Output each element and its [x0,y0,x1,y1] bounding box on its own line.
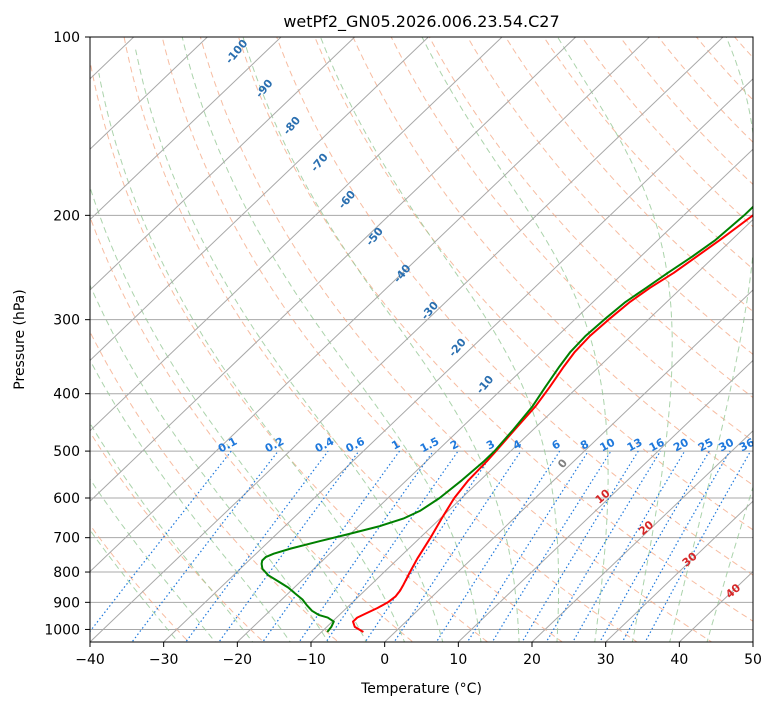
y-tick-label: 100 [53,30,80,46]
mixing-ratio-line [491,450,612,642]
mixing-ratio-label: 30 [716,436,736,455]
isotherm [531,430,753,642]
mixing-ratio-label: 16 [647,436,667,455]
moist-adiabat [181,37,482,642]
mixing-ratio-line [521,450,639,642]
sounding-profiles [260,205,753,633]
mixing-ratio-label: 25 [696,436,716,455]
y-tick-label: 1000 [44,622,80,638]
x-tick-label: 10 [449,652,467,668]
isotherms [90,37,753,642]
y-tick-label: 900 [53,595,80,611]
moist-adiabat [320,37,560,642]
x-tick-label: 20 [523,652,541,668]
dry-adiabat [276,37,753,576]
moist-adiabats [90,37,753,642]
mixing-ratio-line [466,450,589,642]
mixing-ratio-label: 10 [598,436,618,455]
plot-frame [89,36,754,643]
isotherm [90,37,577,502]
dry-adiabat [90,431,265,642]
mixing-ratio-lines [90,450,752,642]
x-axis-label: Temperature (°C) [360,681,482,697]
dry-adiabat [390,37,753,442]
moist-adiabat [90,185,367,642]
x-tick-label: −10 [296,652,326,668]
mixing-ratio-line [218,450,360,642]
dry-adiabat [237,37,753,622]
mixing-ratio-line [131,450,279,642]
moist-adiabat [90,283,329,642]
isotherm [310,218,753,642]
dry-adiabat [123,37,564,642]
dry-adiabat [90,330,339,642]
y-axis-label: Pressure (hPa) [12,289,28,389]
mixing-ratio-label: 20 [671,436,691,455]
isotherm [90,37,430,362]
moist-adiabat [90,422,254,642]
dewpoint-profile [260,205,753,633]
moist-adiabat [242,37,520,642]
moist-adiabat [90,359,291,642]
x-axis: −40 −30 −20 −10 0 10 20 30 40 50 [75,642,762,668]
mixing-ratio-line [545,450,662,642]
mixing-ratio-line [572,450,686,642]
plot-area: 0.1 0.2 0.4 0.6 1 1.5 2 3 4 6 8 10 13 16 20 25 30 36-100-… [90,37,757,642]
isotherm [457,359,753,642]
x-tick-label: 50 [744,652,762,668]
y-tick-label: 200 [53,208,80,224]
moist-adiabat [421,37,609,642]
mixing-ratio-line [262,450,401,642]
moist-adiabat [706,485,753,642]
mixing-ratio-line [435,450,561,642]
isotherm [236,148,753,642]
pressure-gridlines [90,37,753,630]
mixing-ratio-line [644,450,752,642]
y-tick-label: 500 [53,444,80,460]
mixing-ratio-label: 13 [625,436,645,455]
x-tick-label: 0 [380,652,389,668]
y-axis: 100 200 300 400 500 600 700 800 900 1000 [44,30,90,638]
isotherm [383,289,753,642]
dry-adiabat [428,37,753,399]
y-tick-label: 600 [53,491,80,507]
dry-adiabat [161,37,638,642]
dry-adiabat [199,37,713,642]
isotherm [90,37,651,573]
mixing-ratio-line [599,450,710,642]
mixing-ratio-line [621,450,731,642]
x-tick-label: −20 [223,652,253,668]
isotherm [90,37,724,642]
isotherm [90,37,209,150]
temperature-profile [352,214,753,633]
y-tick-label: 700 [53,531,80,547]
isotherm [162,78,753,642]
x-tick-label: 30 [597,652,615,668]
mixing-ratio-line [393,450,522,642]
isotherm [90,37,503,432]
y-tick-label: 400 [53,387,80,403]
chart-title: wetPf2_GN05.2026.006.23.54.C27 [283,12,559,32]
isotherm [604,500,753,642]
moist-adiabat [135,49,444,642]
moist-adiabat [98,72,406,642]
moist-adiabat [557,37,673,642]
x-tick-label: −30 [149,652,179,668]
mixing-ratio-line [364,450,495,642]
dry-adiabat [90,215,414,642]
isotherm [90,37,282,221]
y-tick-label: 300 [53,313,80,329]
mixing-ratio-label: 36 [737,435,757,454]
x-tick-label: −40 [75,652,105,668]
moist-adiabat [669,37,753,642]
dry-adiabat [314,37,753,531]
x-tick-label: 40 [670,652,688,668]
isotherm [90,37,356,291]
dry-adiabat [352,37,753,486]
y-tick-label: 800 [53,565,80,581]
mixing-ratio-line [325,450,459,642]
